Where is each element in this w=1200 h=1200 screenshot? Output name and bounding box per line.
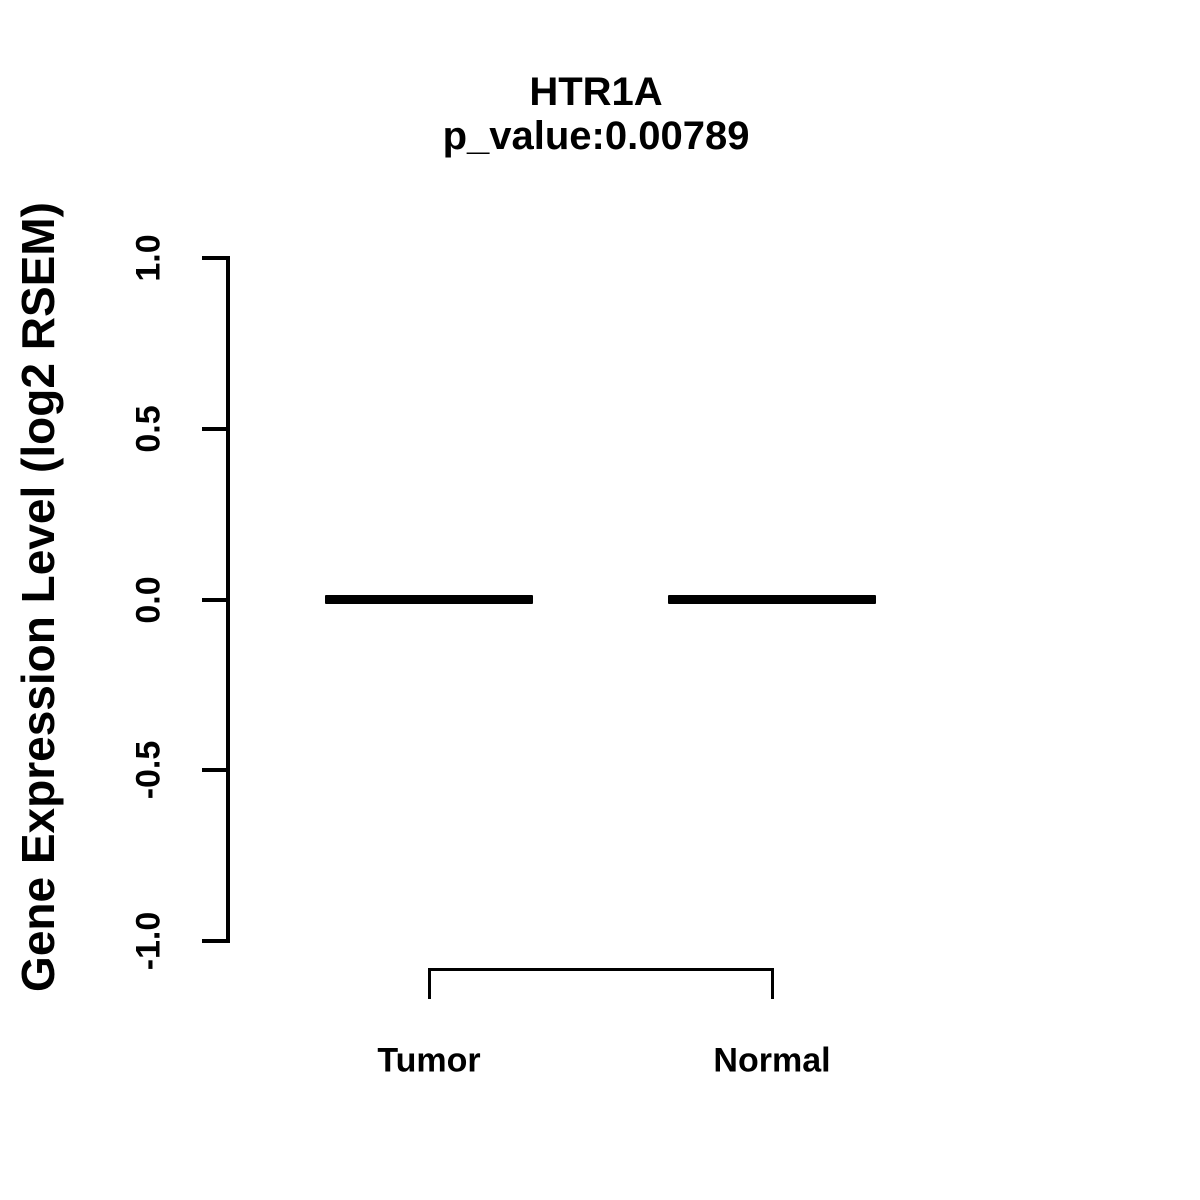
y-axis-tick [202,256,230,260]
y-axis-tick [202,426,230,431]
boxplot-median-line [325,595,533,604]
comparison-bracket-right-leg [771,968,774,999]
category-label: Normal [713,1041,831,1080]
boxplot-median-line [668,595,876,604]
y-axis-tick [202,597,230,602]
comparison-bracket-left-leg [428,968,431,999]
category-label: Tumor [377,1041,481,1080]
y-axis-tick [202,768,230,773]
y-axis-tick-label: -1.0 [129,911,168,971]
y-axis-tick [202,939,230,943]
title-block: HTR1A p_value:0.00789 [443,70,750,158]
y-axis-tick-label: 0.0 [129,575,168,624]
y-axis-tick-label: -0.5 [129,740,168,800]
y-axis-tick-label: 0.5 [129,405,168,453]
comparison-bracket-horizontal [428,968,774,971]
y-axis-label: Gene Expression Level (log2 RSEM) [12,202,64,992]
y-axis-tick-label: 1.0 [129,234,168,282]
chart-subtitle-pvalue: p_value:0.00789 [442,114,750,158]
chart-title: HTR1A [529,70,663,114]
